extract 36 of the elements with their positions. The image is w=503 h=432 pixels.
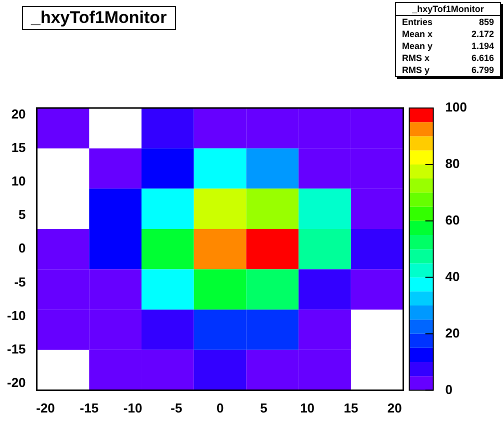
y-tick-label: -5: [14, 274, 26, 290]
x-tick-label: 5: [260, 400, 268, 416]
y-tick-label: 20: [11, 106, 26, 122]
y-tick-label: -20: [6, 375, 26, 390]
y-tick-label: -10: [6, 308, 26, 323]
x-tick-label: -15: [80, 400, 99, 416]
text: 2.172: [471, 29, 494, 39]
chart-title: _hxyTof1Monitor: [22, 6, 176, 30]
text: Entries: [402, 17, 433, 27]
text: Mean x: [402, 29, 433, 39]
y-tick-label: 10: [11, 173, 26, 188]
color-bar-label: 0: [445, 382, 453, 397]
color-bar-label: 20: [445, 325, 460, 340]
y-tick-label: 0: [18, 240, 26, 256]
text: _hxyTof1Monitor: [396, 3, 500, 16]
color-bar-label: 80: [445, 156, 460, 172]
text: 6.616: [471, 53, 494, 63]
text: 1.194: [471, 41, 494, 51]
color-bar-label: 40: [445, 268, 460, 284]
text: RMS y: [402, 65, 430, 75]
y-tick-label: 15: [11, 140, 26, 155]
text: 859: [478, 17, 494, 27]
x-tick-label: -20: [36, 400, 55, 416]
x-tick-label: -5: [170, 400, 182, 416]
color-bar-label: 100: [445, 100, 468, 115]
x-tick-label: 20: [387, 400, 402, 416]
text: RMS x: [402, 53, 430, 63]
text: Mean y: [402, 41, 433, 51]
x-tick-label: 10: [300, 400, 315, 416]
x-tick-label: -10: [123, 400, 142, 416]
text: 6.799: [471, 65, 494, 75]
y-tick-label: 5: [18, 207, 26, 222]
color-bar-label: 60: [445, 212, 460, 228]
y-tick-label: -15: [6, 341, 26, 356]
x-tick-label: 15: [344, 400, 358, 416]
x-tick-label: 0: [216, 400, 224, 416]
